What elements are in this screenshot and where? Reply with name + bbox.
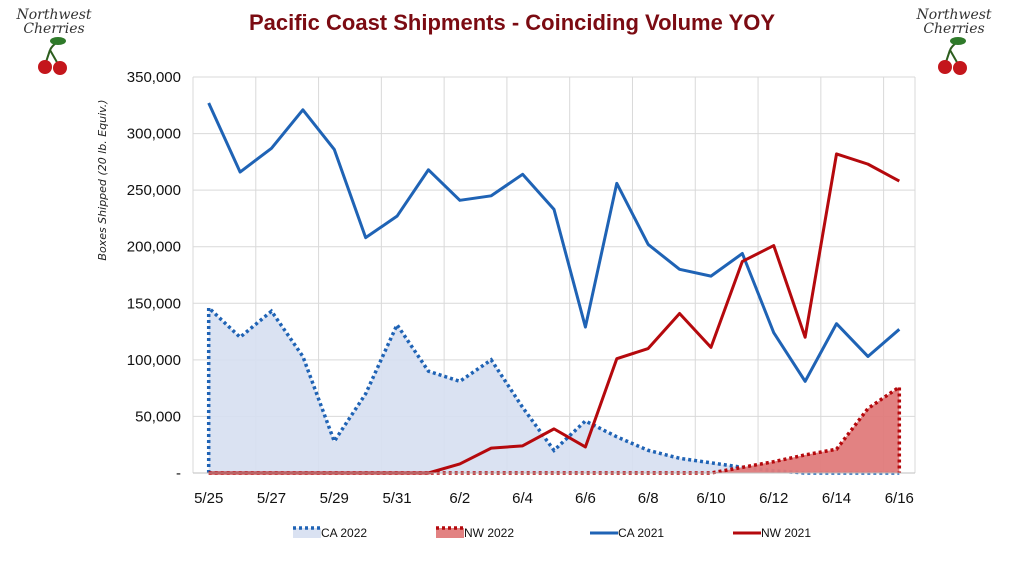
x-tick-label: 5/27 [257, 490, 286, 507]
y-tick-label: 300,000 [127, 126, 181, 143]
y-tick-label: - [176, 465, 181, 482]
y-tick-label: 150,000 [127, 295, 181, 312]
cherry-icon [938, 37, 967, 75]
x-tick-label: 5/29 [320, 490, 349, 507]
logo-line2: Cherries [923, 21, 985, 37]
y-tick-label: 50,000 [135, 408, 181, 425]
area-nw-2022 [710, 387, 900, 473]
x-tick-label: 5/31 [382, 490, 411, 507]
legend-swatch [293, 528, 321, 538]
area-series [206, 303, 902, 475]
logo-line1: Northwest [16, 7, 92, 23]
x-tick-label: 6/10 [696, 490, 725, 507]
logo-text: Northwest Cherries [14, 8, 94, 36]
logo-line2: Cherries [23, 21, 85, 37]
x-tick-label: 6/8 [638, 490, 659, 507]
y-tick-label: 350,000 [127, 69, 181, 86]
x-tick-label: 6/2 [449, 490, 470, 507]
cherry-icon [38, 37, 67, 75]
x-tick-label: 6/12 [759, 490, 788, 507]
axes: - 50,000 100,000 150,000 200,000 250,000 300,0… [127, 69, 915, 507]
x-tick-label: 6/6 [575, 490, 596, 507]
y-tick-label: 100,000 [127, 352, 181, 369]
legend-label: CA 2022 [321, 526, 367, 540]
x-tick-label: 6/14 [822, 490, 851, 507]
legend: CA 2022 NW 2022 CA 2021 NW 2021 [293, 526, 811, 540]
y-tick-label: 250,000 [127, 182, 181, 199]
logo-text: Northwest Cherries [914, 8, 994, 36]
y-tick-label: 200,000 [127, 239, 181, 256]
x-tick-label: 5/25 [194, 490, 223, 507]
x-tick-label: 6/4 [512, 490, 533, 507]
chart-title: Pacific Coast Shipments - Coinciding Vol… [248, 10, 776, 35]
line-ca-2021 [207, 102, 901, 383]
y-axis-label: Boxes Shipped (20 lb. Equiv.) [96, 99, 109, 260]
legend-label: NW 2022 [464, 526, 514, 540]
northwest-cherries-logo-left: Northwest Cherries [14, 6, 94, 80]
northwest-cherries-logo-right: Northwest Cherries [914, 6, 994, 80]
area-ca-2022 [208, 307, 806, 473]
legend-label: CA 2021 [618, 526, 664, 540]
legend-swatch [436, 528, 464, 538]
x-tick-label: 6/16 [885, 490, 914, 507]
logo-line1: Northwest [916, 7, 992, 23]
legend-label: NW 2021 [761, 526, 811, 540]
